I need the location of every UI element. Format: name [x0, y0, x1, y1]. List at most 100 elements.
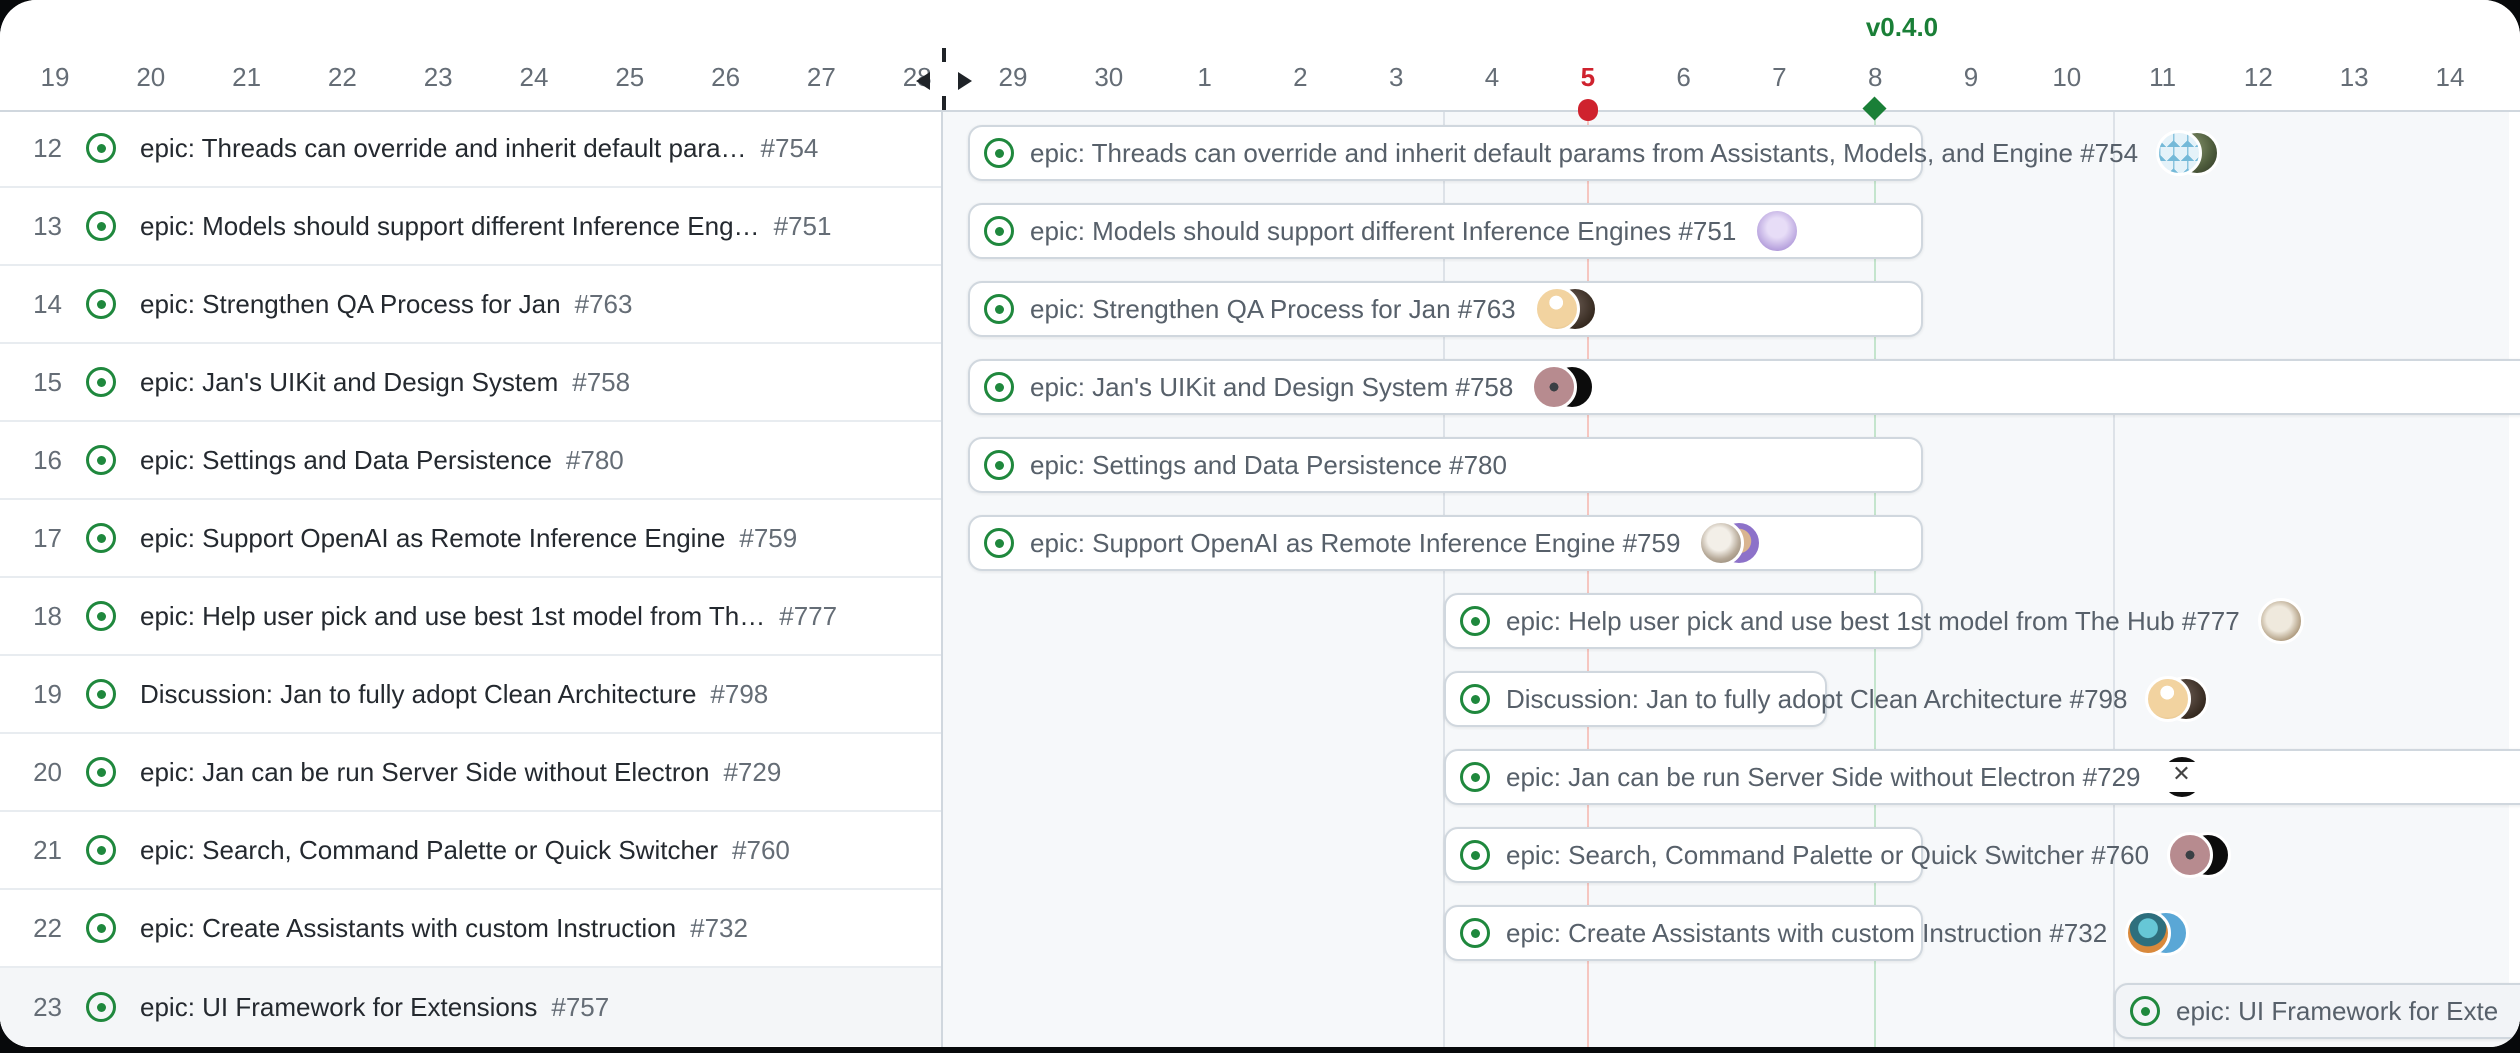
issue-number: #754 [760, 132, 819, 163]
timeline-bar[interactable] [1444, 593, 1923, 649]
date-tick: 21 [232, 62, 262, 92]
open-issue-icon [984, 528, 1014, 558]
open-issue-icon [86, 757, 116, 787]
timeline-bar[interactable] [968, 125, 1923, 181]
today-line [1587, 110, 1589, 1047]
timeline-bar-label[interactable]: epic: UI Framework for Exte [2114, 983, 2498, 1039]
avatar [2145, 676, 2192, 722]
date-tick: 12 [2243, 62, 2273, 92]
date-tick: 8 [1867, 62, 1883, 92]
open-issue-icon [984, 138, 1014, 168]
timeline-row: epic: Jan can be run Server Side without… [0, 734, 2520, 812]
open-issue-icon [86, 133, 116, 163]
issue-title[interactable]: epic: Strengthen QA Process for Jan [140, 288, 561, 319]
timeline-bar[interactable] [1444, 749, 2520, 805]
timeline-bar-title: epic: Jan's UIKit and Design System #758 [1030, 371, 1514, 402]
timeline-bar-label[interactable]: epic: Support OpenAI as Remote Inference… [968, 515, 1763, 571]
open-issue-icon [1460, 918, 1490, 948]
timeline-bar-label[interactable]: epic: Settings and Data Persistence #780 [968, 437, 1507, 493]
date-tick: 23 [423, 62, 453, 92]
timeline-bar[interactable] [968, 281, 1923, 337]
issue-number: #732 [690, 912, 748, 943]
timeline-bar-label[interactable]: epic: Jan's UIKit and Design System #758 [968, 359, 1596, 415]
table-row[interactable]: 19 Discussion: Jan to fully adopt Clean A… [0, 656, 941, 734]
timeline-bar-label[interactable]: epic: Help user pick and use best 1st mo… [1444, 593, 2304, 649]
row-number: 16 [33, 444, 62, 475]
timeline-bar[interactable] [968, 359, 2520, 415]
timeline-date-header: 19 20 21 22 23 24 25 26 27 28 29 30 1 2 3 4 5 6 7 8 9 10 11 12 1… [0, 0, 2520, 121]
avatar [2167, 832, 2214, 878]
table-row[interactable]: 23 epic: UI Framework for Extensions #757 [0, 968, 941, 1046]
date-tick: 29 [998, 62, 1028, 92]
table-row[interactable]: 16 epic: Settings and Data Persistence #78… [0, 422, 941, 500]
issue-title[interactable]: epic: Settings and Data Persistence [140, 444, 552, 475]
issue-title[interactable]: epic: Create Assistants with custom Inst… [140, 912, 677, 943]
timeline-bar-label[interactable]: Discussion: Jan to fully adopt Clean Arc… [1444, 671, 2210, 727]
issue-title[interactable]: epic: Help user pick and use best 1st mo… [140, 600, 766, 631]
column-resize-cursor-icon[interactable] [912, 48, 976, 110]
issue-title[interactable]: epic: Jan can be run Server Side without… [140, 756, 710, 787]
timeline-bar-label[interactable]: epic: Jan can be run Server Side without… [1444, 749, 2205, 805]
issue-title[interactable]: epic: Jan's UIKit and Design System [140, 366, 559, 397]
timeline-bar-label[interactable]: epic: Search, Command Palette or Quick S… [1444, 827, 2232, 883]
date-tick: 22 [327, 62, 357, 92]
timeline-bar[interactable] [1444, 905, 1923, 961]
row-number: 23 [33, 991, 62, 1022]
date-tick: 24 [519, 62, 549, 92]
issue-title[interactable]: epic: Support OpenAI as Remote Inference… [140, 522, 726, 553]
issue-title[interactable]: epic: Models should support different In… [140, 210, 760, 241]
table-row[interactable]: 14 epic: Strengthen QA Process for Jan #76… [0, 266, 941, 344]
open-issue-icon [86, 211, 116, 241]
timeline-row: epic: Help user pick and use best 1st mo… [0, 578, 2520, 656]
timeline-bar[interactable] [1444, 827, 1923, 883]
timeline-bar[interactable] [968, 515, 1923, 571]
timeline-row: epic: Create Assistants with custom Inst… [0, 890, 2520, 968]
date-tick: 30 [1094, 62, 1124, 92]
date-tick: 4 [1484, 62, 1500, 92]
open-issue-icon [1460, 606, 1490, 636]
timeline-row: epic: Models should support different In… [0, 188, 2520, 266]
today-marker-pin [1578, 99, 1598, 121]
timeline-bar-title: epic: Threads can override and inherit d… [1030, 137, 2139, 168]
timeline-bar-title: epic: Create Assistants with custom Inst… [1506, 917, 2108, 948]
issue-title[interactable]: epic: Threads can override and inherit d… [140, 132, 747, 163]
issue-title[interactable]: epic: Search, Command Palette or Quick S… [140, 834, 719, 865]
table-row[interactable]: 13 epic: Models should support different … [0, 188, 941, 266]
timeline-bar-label[interactable]: epic: Create Assistants with custom Inst… [1444, 905, 2190, 961]
table-row[interactable]: 17 epic: Support OpenAI as Remote Inferen… [0, 500, 941, 578]
date-tick: 27 [806, 62, 836, 92]
table-row[interactable]: 18 epic: Help user pick and use best 1st … [0, 578, 941, 656]
issue-number: #757 [551, 991, 610, 1022]
timeline-bar[interactable] [968, 437, 1923, 493]
issue-number: #751 [773, 210, 832, 241]
timeline-row: epic: UI Framework for Exte [0, 968, 2520, 1046]
table-row[interactable]: 20 epic: Jan can be run Server Side witho… [0, 734, 941, 812]
timeline-bar-label[interactable]: epic: Models should support different In… [968, 203, 1801, 259]
avatar-stack [1531, 364, 1596, 410]
open-issue-icon [984, 450, 1014, 480]
timeline-row: epic: Jan's UIKit and Design System #758 [0, 344, 2520, 422]
table-row[interactable]: 12 epic: Threads can override and inherit… [0, 110, 941, 188]
date-tick: 26 [711, 62, 741, 92]
timeline-bar-label[interactable]: epic: Threads can override and inherit d… [968, 125, 2221, 181]
issue-title[interactable]: Discussion: Jan to fully adopt Clean Arc… [140, 678, 697, 709]
table-row[interactable]: 22 epic: Create Assistants with custom In… [0, 890, 941, 968]
timeline-bar[interactable] [2114, 983, 2520, 1039]
timeline-bar-label[interactable]: epic: Strengthen QA Process for Jan #763 [968, 281, 1598, 337]
table-row[interactable]: 15 epic: Jan's UIKit and Design System #75… [0, 344, 941, 422]
open-issue-icon [984, 372, 1014, 402]
avatar [1754, 208, 1801, 254]
timeline-bar-title: epic: Models should support different In… [1030, 215, 1737, 246]
issue-title[interactable]: epic: UI Framework for Extensions [140, 991, 538, 1022]
timeline-bar[interactable] [1444, 671, 1827, 727]
date-tick: 25 [615, 62, 645, 92]
timeline-row: epic: Settings and Data Persistence #780 [0, 422, 2520, 500]
avatar-stack [1754, 208, 1801, 254]
table-row[interactable]: 21 epic: Search, Command Palette or Quick… [0, 812, 941, 890]
vertical-scrollbar-gutter[interactable] [2509, 110, 2520, 1047]
timeline-bar-title: epic: UI Framework for Exte [2176, 995, 2499, 1026]
timeline-bar-title: epic: Strengthen QA Process for Jan #763 [1030, 293, 1516, 324]
timeline-row: epic: Search, Command Palette or Quick S… [0, 812, 2520, 890]
avatar-stack [2257, 598, 2304, 644]
timeline-row: epic: Support OpenAI as Remote Inference… [0, 500, 2520, 578]
